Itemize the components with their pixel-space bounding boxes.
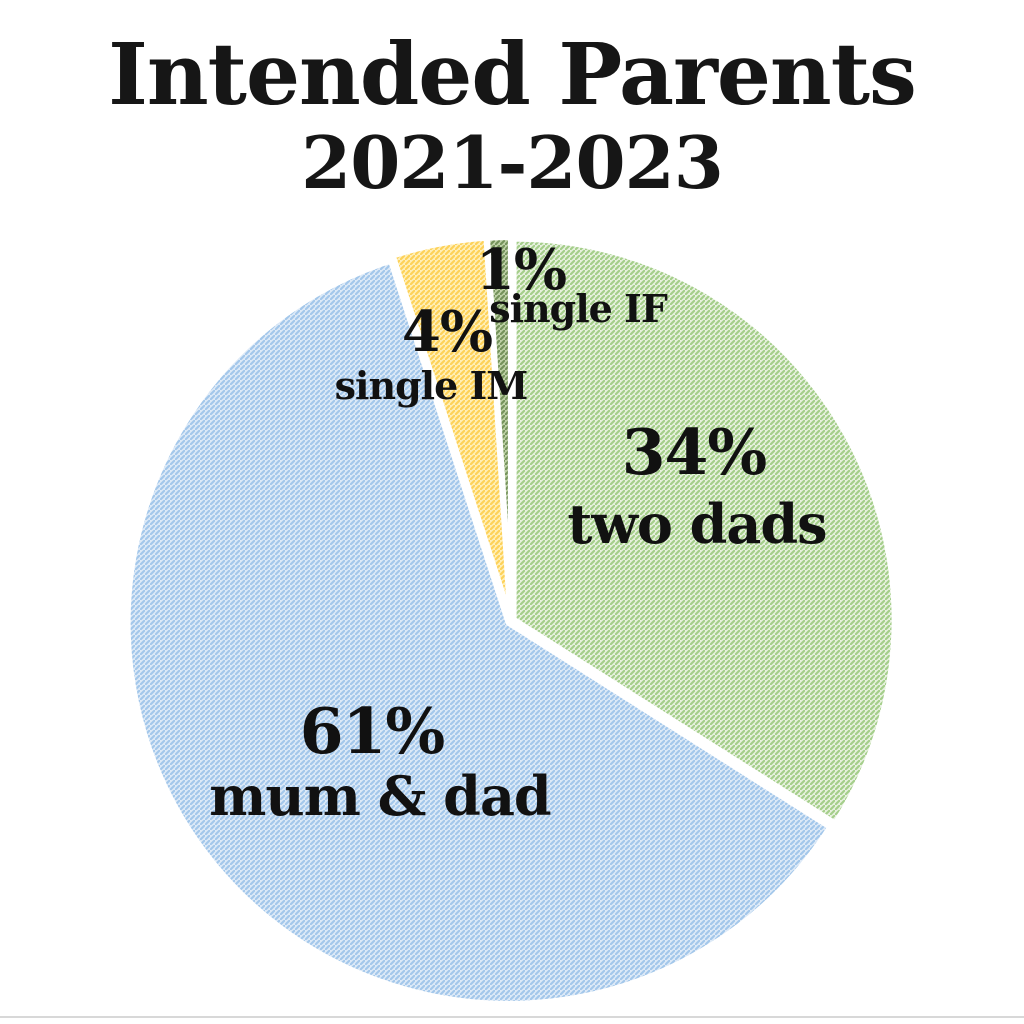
pie-slice-pct-label: 34% <box>622 415 767 489</box>
pie-slice-mum-dad <box>124 257 834 1007</box>
pie-slice-name-label: single IF <box>489 286 668 331</box>
chart-title-line1: Intended Parents <box>108 25 917 125</box>
pie-slice-name-label: two dads <box>567 492 826 556</box>
pie-slice-pct-label: 1% <box>476 237 566 303</box>
pie-slice-pct-label: 4% <box>402 299 492 365</box>
pie-slice-single-if <box>484 234 514 621</box>
pie-slice-name-label: single IM <box>335 363 528 408</box>
bottom-divider <box>0 1016 1024 1018</box>
pie-slice-pct-label: 61% <box>300 694 445 768</box>
chart-title-line2: 2021-2023 <box>301 120 724 205</box>
pie-slice-two-dads <box>510 235 898 827</box>
pie-slice-name-label: mum & dad <box>209 764 551 828</box>
